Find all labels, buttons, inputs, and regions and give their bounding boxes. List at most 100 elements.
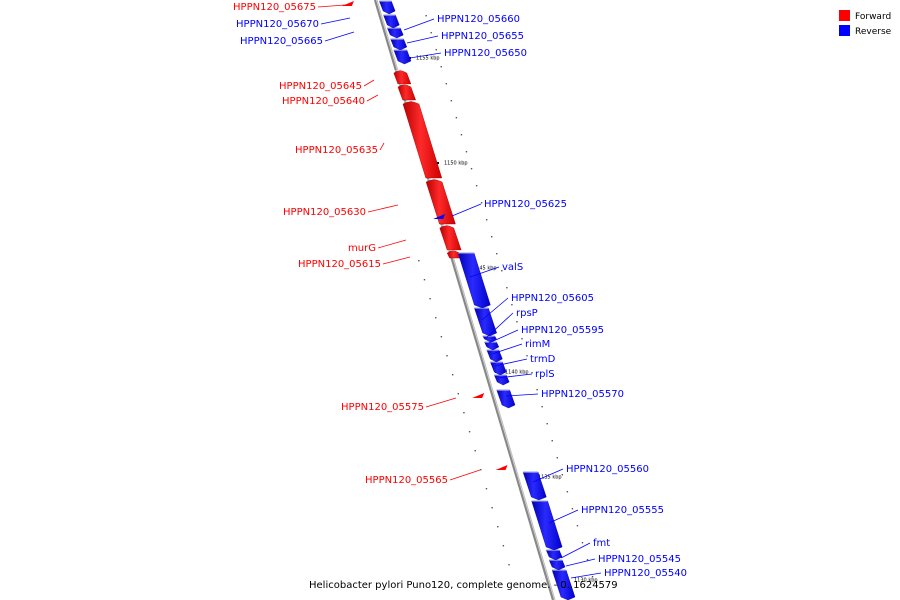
tick-label: 1155 kbp [416, 56, 440, 62]
gene-block-HPPN120_05640[interactable] [397, 83, 416, 101]
gene-connector [469, 266, 500, 278]
scale-dot [451, 374, 454, 376]
scale-dot [556, 457, 558, 459]
gene-block-HPPN120_05645[interactable] [393, 69, 412, 85]
scale-dot [571, 508, 574, 510]
gene-connector [505, 393, 539, 397]
gene-block-murG[interactable] [439, 224, 462, 251]
gene-label[interactable]: HPPN120_05560 [566, 464, 649, 475]
gene-connector [451, 203, 482, 217]
gene-block-rpsP[interactable] [482, 335, 497, 343]
legend-label-reverse: Reverse [855, 27, 892, 37]
scale-dot [435, 49, 437, 51]
gene-connector [485, 312, 514, 339]
scale-dot [468, 431, 471, 433]
gene-block-rplS[interactable] [493, 374, 510, 386]
legend-label-forward: Forward [855, 12, 891, 22]
gene-label[interactable]: HPPN120_05540 [604, 568, 687, 579]
gene-label[interactable]: fmt [593, 538, 610, 549]
gene-block-HPPN120_05665[interactable] [383, 14, 400, 29]
gene-label[interactable]: HPPN120_05640 [282, 96, 365, 107]
gene-block-trmD[interactable] [490, 361, 507, 376]
gene-label[interactable]: valS [502, 262, 523, 273]
gene-block-HPPN120_05540[interactable] [551, 569, 576, 600]
gene-connector [379, 142, 385, 151]
gene-label[interactable]: HPPN120_05615 [298, 259, 381, 270]
legend-swatch-reverse [839, 25, 850, 36]
gene-label[interactable]: HPPN120_05655 [441, 31, 524, 42]
gene-block-fmt[interactable] [545, 549, 563, 561]
gene-group [341, 0, 576, 600]
map-caption: Helicobacter pylori Puno120, complete ge… [309, 580, 618, 591]
scale-dot [480, 202, 483, 204]
gene-block-HPPN120_05655[interactable] [390, 38, 408, 51]
scale-dot [491, 507, 493, 509]
gene-connector [425, 397, 457, 408]
gene-connector [548, 509, 579, 524]
gene-label[interactable]: rpsP [516, 308, 538, 319]
gene-block-HPPN120_05635[interactable] [402, 100, 443, 179]
scale-dot [497, 526, 499, 528]
gene-label[interactable]: HPPN120_05625 [484, 199, 567, 210]
gene-block-HPPN120_05570[interactable] [496, 389, 516, 409]
gene-block-HPPN120_05545[interactable] [548, 559, 566, 571]
scale-dots [418, 15, 594, 578]
scale-dot [566, 491, 569, 493]
gene-label[interactable]: HPPN120_05545 [598, 554, 681, 565]
gene-label[interactable]: HPPN120_05675 [233, 2, 316, 13]
scale-dot [418, 260, 420, 262]
scale-dot [521, 338, 523, 340]
gene-label[interactable]: HPPN120_05630 [283, 207, 366, 218]
gene-connector [406, 35, 439, 44]
gene-label[interactable]: HPPN120_05635 [295, 145, 378, 156]
gene-arrow-HPPN120_05575[interactable] [472, 393, 485, 398]
gene-label[interactable]: rplS [535, 369, 555, 380]
gene-connector [449, 469, 481, 481]
gene-label[interactable]: HPPN120_05605 [511, 293, 594, 304]
gene-block-HPPN120_05660[interactable] [387, 27, 404, 39]
scale-dot [430, 32, 432, 34]
gene-connector [403, 18, 435, 31]
scale-dot [508, 564, 510, 566]
gene-block-HPPN120_05605[interactable] [474, 307, 497, 337]
scale-dot [506, 287, 508, 289]
scale-dot [455, 117, 458, 119]
gene-label[interactable]: HPPN120_05595 [521, 325, 604, 336]
gene-arrow-HPPN120_05565[interactable] [495, 465, 508, 470]
gene-label[interactable]: HPPN120_05645 [279, 81, 362, 92]
gene-label[interactable]: trmD [530, 354, 556, 365]
legend-swatch-forward [839, 10, 850, 21]
gene-label[interactable]: murG [348, 243, 376, 254]
scale-dot [531, 372, 533, 374]
scale-dot [491, 236, 493, 238]
gene-label[interactable]: HPPN120_05670 [236, 19, 319, 30]
tick-label: 1130 kbp [574, 578, 598, 584]
gene-block-HPPN120_05670[interactable] [379, 0, 396, 15]
gene-block-HPPN120_05560[interactable] [522, 471, 547, 501]
gene-connector [377, 239, 407, 249]
gene-label[interactable]: HPPN120_05565 [365, 475, 448, 486]
gene-label[interactable]: HPPN120_05570 [541, 389, 624, 400]
gene-label[interactable]: HPPN120_05665 [240, 36, 323, 47]
gene-block-HPPN120_05650[interactable] [393, 49, 412, 65]
gene-connector [481, 297, 509, 321]
gene-connector [497, 373, 533, 379]
gene-label[interactable]: HPPN120_05660 [437, 14, 520, 25]
gene-label[interactable]: HPPN120_05555 [581, 505, 664, 516]
gene-label[interactable]: rimM [525, 339, 550, 350]
gene-block-HPPN120_05555[interactable] [531, 500, 563, 551]
scale-dot [440, 336, 443, 338]
gene-connector [317, 4, 346, 8]
scale-dot [425, 15, 427, 17]
scale-dot [485, 219, 488, 221]
gene-arrow-HPPN120_05625[interactable] [433, 214, 446, 219]
gene-label[interactable]: HPPN120_05575 [341, 402, 424, 413]
scale-dot [591, 576, 594, 578]
gene-connector [570, 572, 602, 579]
scale-dot [581, 542, 584, 544]
gene-label[interactable]: HPPN120_05650 [444, 48, 527, 59]
scale-dot [541, 406, 543, 408]
gene-block-HPPN120_05595[interactable] [484, 341, 500, 351]
gene-block-rimM[interactable] [486, 349, 503, 363]
gene-block-valS[interactable] [457, 252, 491, 309]
